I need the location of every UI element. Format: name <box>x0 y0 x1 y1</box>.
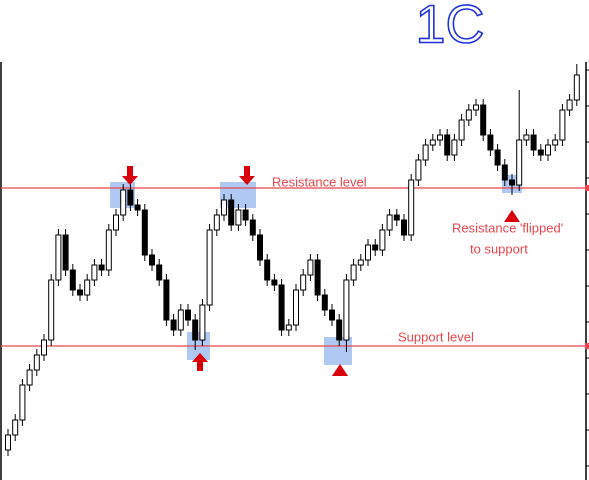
level-marker <box>585 185 589 191</box>
candle-body <box>516 139 523 186</box>
candle-body <box>213 214 220 231</box>
candle-body <box>393 214 400 221</box>
candle-body <box>134 204 141 211</box>
candle-body <box>350 264 357 281</box>
candle-body <box>379 229 386 251</box>
annotation: to support <box>470 241 528 256</box>
arrow-up <box>504 210 520 222</box>
candle-body <box>41 339 47 356</box>
candle-body <box>69 269 76 291</box>
candle-body <box>185 309 191 321</box>
candle-body <box>365 244 371 261</box>
candle-body <box>5 434 11 451</box>
candle-body <box>314 259 321 296</box>
candle-body <box>537 149 544 156</box>
candle-body <box>494 149 501 166</box>
candle-body <box>19 384 26 421</box>
candle-body <box>329 309 335 321</box>
candle-body <box>552 139 559 146</box>
candle-body <box>199 304 206 341</box>
candle-body <box>386 214 393 231</box>
candle-body <box>149 254 155 266</box>
candle-body <box>98 264 105 271</box>
candle-body <box>55 234 62 281</box>
candle-body <box>12 419 19 436</box>
candle-body <box>249 219 256 236</box>
candle-body <box>509 179 515 186</box>
candle-body <box>170 319 177 331</box>
candle-body <box>545 144 551 156</box>
candle-body <box>221 199 227 216</box>
candle-body <box>33 354 40 371</box>
candle-body <box>62 234 69 271</box>
candle-body <box>235 209 242 226</box>
candle-body <box>487 134 494 151</box>
candle-body <box>451 139 458 156</box>
support-label: Support level <box>398 329 474 344</box>
candle-body <box>530 134 537 151</box>
candle-body <box>293 289 299 326</box>
candle-body <box>278 284 285 331</box>
candle-body <box>257 234 263 261</box>
candle-body <box>343 279 350 341</box>
candle-body <box>573 74 580 101</box>
candle-body <box>113 214 119 231</box>
candle-body <box>473 104 479 111</box>
candle-body <box>408 179 415 236</box>
level-marker <box>585 343 589 349</box>
candle-body <box>77 289 83 296</box>
candle-body <box>501 164 508 181</box>
candle-body <box>141 209 148 256</box>
candle-body <box>559 109 566 141</box>
arrows <box>122 166 520 376</box>
candle-body <box>357 259 364 266</box>
candle-body <box>26 369 33 386</box>
candle-body <box>429 139 436 146</box>
candle-body <box>566 99 573 111</box>
chart-title: 1C <box>415 0 484 54</box>
candle-body <box>422 144 429 161</box>
candle-body <box>480 104 487 136</box>
candle-body <box>437 134 443 141</box>
candle-body <box>415 159 422 181</box>
candle-body <box>163 279 170 321</box>
candles <box>1 64 586 456</box>
candle-body <box>127 189 134 206</box>
candle-body <box>84 279 91 296</box>
arrow-down <box>239 166 255 185</box>
candle-body <box>228 199 235 226</box>
highlight-box <box>324 337 352 365</box>
candle-body <box>372 244 379 251</box>
candle-body <box>177 309 184 331</box>
candle-body <box>242 209 249 221</box>
candle-body <box>105 229 112 271</box>
candle-body <box>458 119 465 141</box>
candle-body <box>120 189 127 216</box>
candle-body <box>206 229 213 306</box>
arrow-up <box>192 353 208 371</box>
candle-body <box>271 279 278 286</box>
candle-body <box>523 134 530 141</box>
candle-body <box>91 264 98 281</box>
candle-body <box>156 264 163 281</box>
candle-body <box>307 259 314 276</box>
resistance-label: Resistance level <box>272 174 367 189</box>
candle-body <box>336 319 343 341</box>
candle-body <box>48 279 55 341</box>
candle-body <box>264 259 271 281</box>
arrow-down <box>122 166 138 185</box>
annotation: Resistance 'flipped' <box>452 220 563 235</box>
candle-body <box>300 274 307 291</box>
arrow-up <box>332 364 348 376</box>
candle-body <box>401 219 407 236</box>
candle-body <box>285 324 292 331</box>
candle-body <box>192 319 199 341</box>
candle-body <box>465 109 472 121</box>
candle-body <box>444 134 451 156</box>
candle-body <box>321 294 328 311</box>
